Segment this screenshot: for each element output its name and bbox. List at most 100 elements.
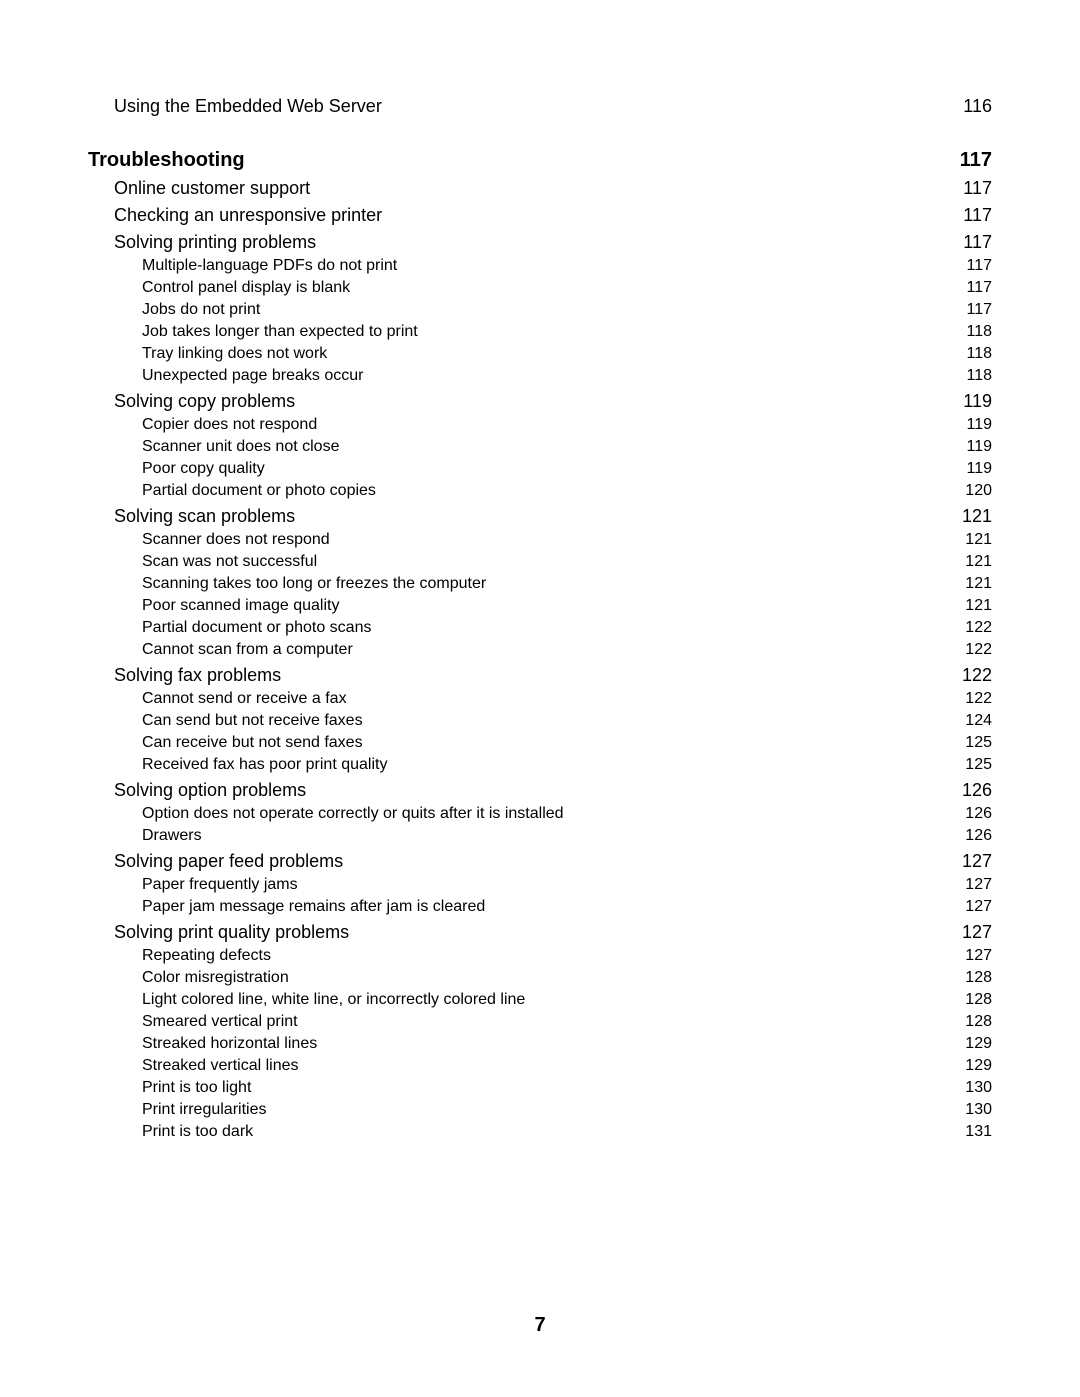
toc-entry-page: 127	[962, 922, 992, 943]
toc-entry-page: 125	[965, 734, 992, 752]
toc-entry-page: 121	[965, 575, 992, 593]
toc-entry-title: Light colored line, white line, or incor…	[142, 991, 525, 1009]
toc-entry-page: 124	[965, 712, 992, 730]
toc-entry[interactable]: Solving print quality problems 127	[88, 922, 992, 943]
toc-entry-title: Streaked vertical lines	[142, 1057, 299, 1075]
toc-entry-page: 116	[963, 96, 992, 117]
toc-entry[interactable]: Tray linking does not work118	[88, 345, 992, 363]
toc-entry[interactable]: Partial document or photo copies120	[88, 482, 992, 500]
toc-entry-page: 119	[966, 416, 992, 434]
toc-entry[interactable]: Drawers126	[88, 827, 992, 845]
toc-entry[interactable]: Solving scan problems121	[88, 506, 992, 527]
toc-entry[interactable]: Solving fax problems122	[88, 665, 992, 686]
toc-entry[interactable]: Scanning takes too long or freezes the c…	[88, 575, 992, 593]
toc-entry[interactable]: Cannot send or receive a fax 122	[88, 690, 992, 708]
toc-entry[interactable]: Print is too dark 131	[88, 1123, 992, 1141]
toc-entry-page: 126	[965, 827, 992, 845]
toc-entry-page: 129	[965, 1057, 992, 1075]
toc-entry[interactable]: Light colored line, white line, or incor…	[88, 991, 992, 1009]
toc-entry-page: 128	[965, 991, 992, 1009]
toc-entry-page: 127	[965, 898, 992, 916]
toc-entry-title: Solving print quality problems	[114, 922, 349, 943]
toc-entry[interactable]: Paper jam message remains after jam is c…	[88, 898, 992, 916]
toc-entry-page: 122	[965, 690, 992, 708]
toc-entry[interactable]: Jobs do not print117	[88, 301, 992, 319]
toc-entry-title: Can receive but not send faxes	[142, 734, 363, 752]
toc-entry-title: Streaked horizontal lines	[142, 1035, 317, 1053]
toc-entry-page: 118	[966, 323, 992, 341]
toc-entry[interactable]: Can send but not receive faxes 124	[88, 712, 992, 730]
toc-entry-title: Copier does not respond	[142, 416, 317, 434]
toc-entry-title: Partial document or photo copies	[142, 482, 376, 500]
toc-entry-title: Print is too dark	[142, 1123, 253, 1141]
toc-entry-page: 117	[963, 232, 992, 253]
toc-entry[interactable]: Color misregistration128	[88, 969, 992, 987]
toc-entry[interactable]: Repeating defects127	[88, 947, 992, 965]
toc-entry-page: 119	[966, 460, 992, 478]
toc-entry[interactable]: Checking an unresponsive printer117	[88, 205, 992, 226]
toc-entry[interactable]: Solving printing problems117	[88, 232, 992, 253]
toc-entry-page: 126	[965, 805, 992, 823]
toc-entry-title: Option does not operate correctly or qui…	[142, 805, 564, 823]
toc-entry-title: Smeared vertical print	[142, 1013, 298, 1031]
toc-entry[interactable]: Partial document or photo scans122	[88, 619, 992, 637]
toc-entry-page: 127	[965, 876, 992, 894]
toc-entry-page: 121	[965, 553, 992, 571]
toc-entry[interactable]: Paper frequently jams127	[88, 876, 992, 894]
toc-entry[interactable]: Poor scanned image quality121	[88, 597, 992, 615]
toc-entry[interactable]: Streaked vertical lines 129	[88, 1057, 992, 1075]
toc-entry-page: 129	[965, 1035, 992, 1053]
toc-entry-title: Job takes longer than expected to print	[142, 323, 418, 341]
toc-entry-page: 117	[966, 257, 992, 275]
toc-entry-title: Multiple-language PDFs do not print	[142, 257, 397, 275]
toc-entry[interactable]: Scanner unit does not close119	[88, 438, 992, 456]
toc-entry-title: Unexpected page breaks occur	[142, 367, 363, 385]
toc-entry-title: Using the Embedded Web Server	[114, 96, 382, 117]
toc-entry-page: 127	[962, 851, 992, 872]
toc-entry[interactable]: Solving option problems126	[88, 780, 992, 801]
toc-entry[interactable]: Smeared vertical print 128	[88, 1013, 992, 1031]
toc-entry[interactable]: Job takes longer than expected to print 1…	[88, 323, 992, 341]
toc-entry-title: Solving paper feed problems	[114, 851, 343, 872]
toc-entry-title: Cannot send or receive a fax	[142, 690, 347, 708]
toc-entry-title: Troubleshooting	[88, 149, 245, 172]
toc-entry[interactable]: Unexpected page breaks occur 118	[88, 367, 992, 385]
toc-entry-title: Jobs do not print	[142, 301, 260, 319]
toc-entry[interactable]: Troubleshooting 117	[88, 149, 992, 172]
toc-entry-title: Cannot scan from a computer	[142, 641, 353, 659]
toc-entry[interactable]: Poor copy quality119	[88, 460, 992, 478]
toc-entry[interactable]: Scan was not successful121	[88, 553, 992, 571]
toc-entry[interactable]: Control panel display is blank117	[88, 279, 992, 297]
toc-entry[interactable]: Can receive but not send faxes 125	[88, 734, 992, 752]
toc-entry[interactable]: Using the Embedded Web Server 116	[88, 96, 992, 117]
toc-entry-page: 128	[965, 969, 992, 987]
toc-entry[interactable]: Multiple-language PDFs do not print 117	[88, 257, 992, 275]
toc-entry[interactable]: Received fax has poor print quality125	[88, 756, 992, 774]
toc-entry-title: Control panel display is blank	[142, 279, 350, 297]
toc-entry[interactable]: Streaked horizontal lines 129	[88, 1035, 992, 1053]
toc-entry-title: Solving fax problems	[114, 665, 281, 686]
toc-entry-page: 122	[965, 641, 992, 659]
toc-entry[interactable]: Copier does not respond 119	[88, 416, 992, 434]
toc-entry[interactable]: Print irregularities130	[88, 1101, 992, 1119]
toc-entry[interactable]: Online customer support117	[88, 178, 992, 199]
toc-entry-title: Poor scanned image quality	[142, 597, 339, 615]
toc-entry-page: 126	[962, 780, 992, 801]
toc-entry-title: Checking an unresponsive printer	[114, 205, 382, 226]
toc-entry[interactable]: Solving paper feed problems 127	[88, 851, 992, 872]
toc-entry[interactable]: Cannot scan from a computer 122	[88, 641, 992, 659]
toc-entry-page: 131	[965, 1123, 992, 1141]
toc-entry-page: 128	[965, 1013, 992, 1031]
toc-entry-title: Received fax has poor print quality	[142, 756, 387, 774]
toc-entry-title: Scanner unit does not close	[142, 438, 339, 456]
toc-entry[interactable]: Option does not operate correctly or qui…	[88, 805, 992, 823]
toc-entry-page: 130	[965, 1101, 992, 1119]
toc-entry-title: Can send but not receive faxes	[142, 712, 363, 730]
toc-entry[interactable]: Scanner does not respond121	[88, 531, 992, 549]
toc-entry[interactable]: Print is too light130	[88, 1079, 992, 1097]
toc-entry-title: Solving scan problems	[114, 506, 295, 527]
toc-entry-page: 127	[965, 947, 992, 965]
toc-entry-page: 117	[960, 149, 992, 172]
toc-entry-page: 118	[966, 367, 992, 385]
toc-entry[interactable]: Solving copy problems119	[88, 391, 992, 412]
